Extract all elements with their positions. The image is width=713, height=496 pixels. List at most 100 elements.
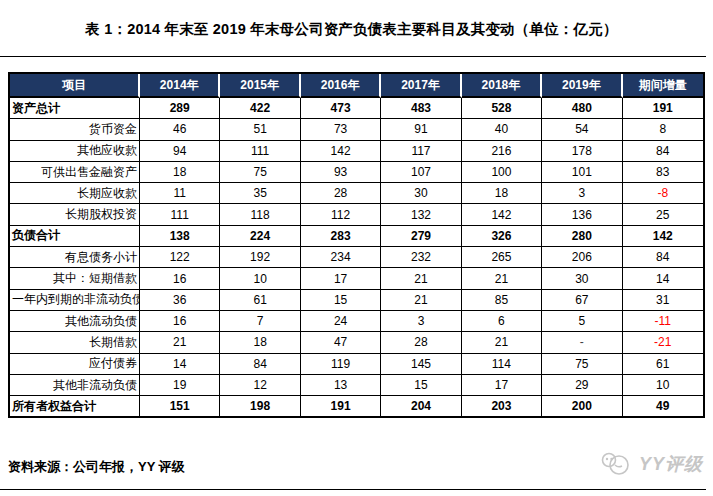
table-row: 长期股权投资11111811213214213625 [10, 204, 703, 225]
cell-value: 118 [220, 204, 300, 225]
cell-value: 91 [381, 119, 461, 140]
cell-value: -8 [623, 183, 703, 204]
cell-value: 49 [623, 396, 703, 416]
cell-value: 114 [462, 354, 542, 375]
cell-value: 100 [462, 162, 542, 183]
cell-value: 142 [462, 204, 542, 225]
cell-value: 142 [623, 226, 703, 247]
cell-value: 16 [140, 268, 220, 289]
source-note: 资料来源：公司年报，YY 评级 [8, 458, 185, 476]
cell-value: 73 [301, 119, 381, 140]
cell-value: 132 [381, 204, 461, 225]
cell-value: 29 [542, 375, 622, 396]
cell-value: 21 [462, 332, 542, 353]
cell-value: 84 [623, 247, 703, 268]
table-row: 应付债券14841191451147561 [10, 354, 703, 375]
table-row: 有息债务小计12219223423226520684 [10, 247, 703, 268]
row-label: 资产总计 [10, 98, 140, 119]
cell-value: 84 [220, 354, 300, 375]
cell-value: 21 [381, 290, 461, 311]
cell-value: 75 [542, 354, 622, 375]
cell-value: 122 [140, 247, 220, 268]
table-row: 可供出售金融资产18759310710010183 [10, 162, 703, 183]
cell-value: 12 [220, 375, 300, 396]
cell-value: 206 [542, 247, 622, 268]
row-label: 长期借款 [10, 332, 140, 353]
row-label: 负债合计 [10, 226, 140, 247]
cell-value: 203 [462, 396, 542, 416]
cell-value: 28 [301, 183, 381, 204]
cell-value: 528 [462, 98, 542, 119]
row-label: 其他流动负债 [10, 311, 140, 332]
cell-value: 61 [623, 354, 703, 375]
cell-value: 8 [623, 119, 703, 140]
cell-value: 204 [381, 396, 461, 416]
cell-value: 94 [140, 141, 220, 162]
column-header: 2018年 [462, 74, 542, 98]
cell-value: 289 [140, 98, 220, 119]
cell-value: 18 [462, 183, 542, 204]
column-header: 2016年 [301, 74, 381, 98]
cell-value: 16 [140, 311, 220, 332]
table-title: 表 1：2014 年末至 2019 年末母公司资产负债表主要科目及其变动（单位：… [0, 20, 703, 39]
table-row: 货币资金4651739140548 [10, 119, 703, 140]
cell-value: 54 [542, 119, 622, 140]
cell-value: -21 [623, 332, 703, 353]
cell-value: 119 [301, 354, 381, 375]
cell-value: 17 [301, 268, 381, 289]
cell-value: 13 [301, 375, 381, 396]
cell-value: 473 [301, 98, 381, 119]
table-row: 一年内到期的非流动负债36611521856731 [10, 290, 703, 311]
row-label: 长期股权投资 [10, 204, 140, 225]
cell-value: 18 [220, 332, 300, 353]
cell-value: 36 [140, 290, 220, 311]
cell-value: 93 [301, 162, 381, 183]
cell-value: 145 [381, 354, 461, 375]
cell-value: 21 [381, 268, 461, 289]
cell-value: 10 [220, 268, 300, 289]
table-row: 其中：短期借款16101721213014 [10, 268, 703, 289]
row-label: 其他应收款 [10, 141, 140, 162]
cell-value: 265 [462, 247, 542, 268]
cell-value: 279 [381, 226, 461, 247]
column-header-item: 项目 [10, 74, 140, 98]
cell-value: 191 [623, 98, 703, 119]
cell-value: 7 [220, 311, 300, 332]
row-label: 其他非流动负债 [10, 375, 140, 396]
table-row: 其他应收款9411114211721617884 [10, 141, 703, 162]
table-body: 资产总计289422473483528480191货币资金46517391405… [10, 98, 703, 416]
cell-value: 24 [301, 311, 381, 332]
cell-value: 283 [301, 226, 381, 247]
footer-divider [0, 489, 706, 490]
cell-value: 14 [623, 268, 703, 289]
cell-value: 40 [462, 119, 542, 140]
row-label: 长期应收款 [10, 183, 140, 204]
row-label: 所有者权益合计 [10, 396, 140, 416]
cell-value: 3 [542, 183, 622, 204]
cell-value: 5 [542, 311, 622, 332]
cell-value: -11 [623, 311, 703, 332]
cell-value: 224 [220, 226, 300, 247]
cell-value: 112 [301, 204, 381, 225]
table-row: 长期借款2118472821--21 [10, 332, 703, 353]
cell-value: 17 [462, 375, 542, 396]
watermark: YY评级 [600, 451, 703, 477]
cell-value: 51 [220, 119, 300, 140]
row-label: 应付债券 [10, 354, 140, 375]
cell-value: 75 [220, 162, 300, 183]
cell-value: 178 [542, 141, 622, 162]
table-row: 长期应收款11352830183-8 [10, 183, 703, 204]
cell-value: 10 [623, 375, 703, 396]
cell-value: 191 [301, 396, 381, 416]
cell-value: 111 [140, 204, 220, 225]
cell-value: 111 [220, 141, 300, 162]
cell-value: 151 [140, 396, 220, 416]
yy-logo-icon [600, 451, 634, 477]
table-row: 资产总计289422473483528480191 [10, 98, 703, 119]
cell-value: 19 [140, 375, 220, 396]
cell-value: 216 [462, 141, 542, 162]
table-row: 负债合计138224283279326280142 [10, 226, 703, 247]
cell-value: 3 [381, 311, 461, 332]
column-header: 2014年 [140, 74, 220, 98]
cell-value: 422 [220, 98, 300, 119]
